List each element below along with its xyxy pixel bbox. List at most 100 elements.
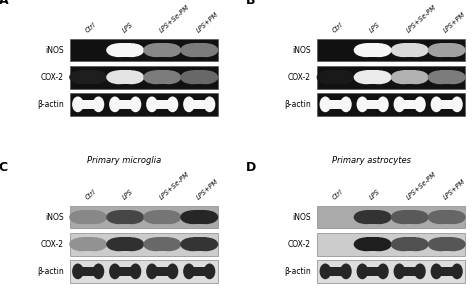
Ellipse shape <box>130 96 141 112</box>
Ellipse shape <box>82 70 107 84</box>
Text: Primary astrocytes: Primary astrocytes <box>332 156 411 165</box>
Text: LPS+Se-PM: LPS+Se-PM <box>406 4 438 33</box>
Bar <box>119 43 131 57</box>
Bar <box>366 237 379 251</box>
Text: COX-2: COX-2 <box>41 73 64 82</box>
Ellipse shape <box>146 263 158 279</box>
Ellipse shape <box>430 96 442 112</box>
Ellipse shape <box>391 237 416 251</box>
Ellipse shape <box>93 96 104 112</box>
Text: iNOS: iNOS <box>292 46 311 55</box>
Ellipse shape <box>414 263 426 279</box>
Bar <box>440 237 453 251</box>
Ellipse shape <box>193 210 218 224</box>
Bar <box>440 210 453 224</box>
Ellipse shape <box>106 210 132 224</box>
Ellipse shape <box>119 43 144 57</box>
Ellipse shape <box>204 263 215 279</box>
Ellipse shape <box>167 96 178 112</box>
Bar <box>191 267 208 276</box>
Ellipse shape <box>366 237 392 251</box>
Ellipse shape <box>428 43 453 57</box>
Text: β-actin: β-actin <box>284 100 311 109</box>
Bar <box>401 100 418 109</box>
Bar <box>317 66 465 88</box>
Ellipse shape <box>403 210 428 224</box>
Text: LPS: LPS <box>369 21 382 33</box>
Bar <box>82 210 94 224</box>
Ellipse shape <box>414 96 426 112</box>
Text: LPS+PM: LPS+PM <box>443 11 467 33</box>
Ellipse shape <box>119 70 144 84</box>
Ellipse shape <box>403 43 428 57</box>
Bar <box>403 70 416 84</box>
Ellipse shape <box>393 263 405 279</box>
Text: LPS: LPS <box>369 188 382 200</box>
Text: β-actin: β-actin <box>37 267 64 276</box>
Ellipse shape <box>143 43 169 57</box>
Ellipse shape <box>143 70 169 84</box>
Bar <box>193 43 206 57</box>
Ellipse shape <box>106 70 132 84</box>
Ellipse shape <box>69 210 95 224</box>
Ellipse shape <box>82 210 107 224</box>
Ellipse shape <box>93 263 104 279</box>
Text: Ctrl: Ctrl <box>84 188 97 200</box>
Bar <box>403 210 416 224</box>
Ellipse shape <box>430 263 442 279</box>
Ellipse shape <box>391 43 416 57</box>
Text: Ctrl: Ctrl <box>84 21 97 33</box>
Bar <box>117 267 134 276</box>
Ellipse shape <box>72 263 83 279</box>
Bar <box>403 237 416 251</box>
Ellipse shape <box>146 96 158 112</box>
Ellipse shape <box>109 96 121 112</box>
Text: iNOS: iNOS <box>45 213 64 222</box>
Bar <box>70 233 218 255</box>
Bar <box>70 39 218 62</box>
Ellipse shape <box>106 237 132 251</box>
Bar <box>401 267 418 276</box>
Ellipse shape <box>366 43 392 57</box>
Text: LPS+Se-PM: LPS+Se-PM <box>406 171 438 200</box>
Text: LPS+Se-PM: LPS+Se-PM <box>158 171 191 200</box>
Ellipse shape <box>440 210 465 224</box>
Text: COX-2: COX-2 <box>288 73 311 82</box>
Ellipse shape <box>317 70 342 84</box>
Bar <box>366 70 379 84</box>
Ellipse shape <box>319 96 331 112</box>
Text: C: C <box>0 161 8 174</box>
Text: COX-2: COX-2 <box>288 240 311 249</box>
Ellipse shape <box>356 96 368 112</box>
Ellipse shape <box>354 210 379 224</box>
Ellipse shape <box>167 263 178 279</box>
Ellipse shape <box>393 96 405 112</box>
Bar <box>156 43 168 57</box>
Ellipse shape <box>451 263 463 279</box>
Ellipse shape <box>183 96 195 112</box>
Ellipse shape <box>119 237 144 251</box>
Bar <box>365 267 381 276</box>
Text: COX-2: COX-2 <box>41 240 64 249</box>
Text: LPS: LPS <box>121 21 134 33</box>
Ellipse shape <box>82 237 107 251</box>
Bar <box>154 100 171 109</box>
Ellipse shape <box>440 237 465 251</box>
Text: LPS+Se-PM: LPS+Se-PM <box>158 4 191 33</box>
Text: LPS+PM: LPS+PM <box>443 178 467 200</box>
Ellipse shape <box>354 237 379 251</box>
Bar <box>156 210 168 224</box>
Ellipse shape <box>193 70 218 84</box>
Ellipse shape <box>403 70 428 84</box>
Ellipse shape <box>356 263 368 279</box>
Bar <box>193 237 206 251</box>
Ellipse shape <box>403 237 428 251</box>
Ellipse shape <box>193 43 218 57</box>
Bar <box>317 260 465 283</box>
Bar <box>70 66 218 88</box>
Ellipse shape <box>69 237 95 251</box>
Ellipse shape <box>440 43 465 57</box>
Bar <box>329 70 342 84</box>
Bar <box>365 100 381 109</box>
Bar <box>317 233 465 255</box>
